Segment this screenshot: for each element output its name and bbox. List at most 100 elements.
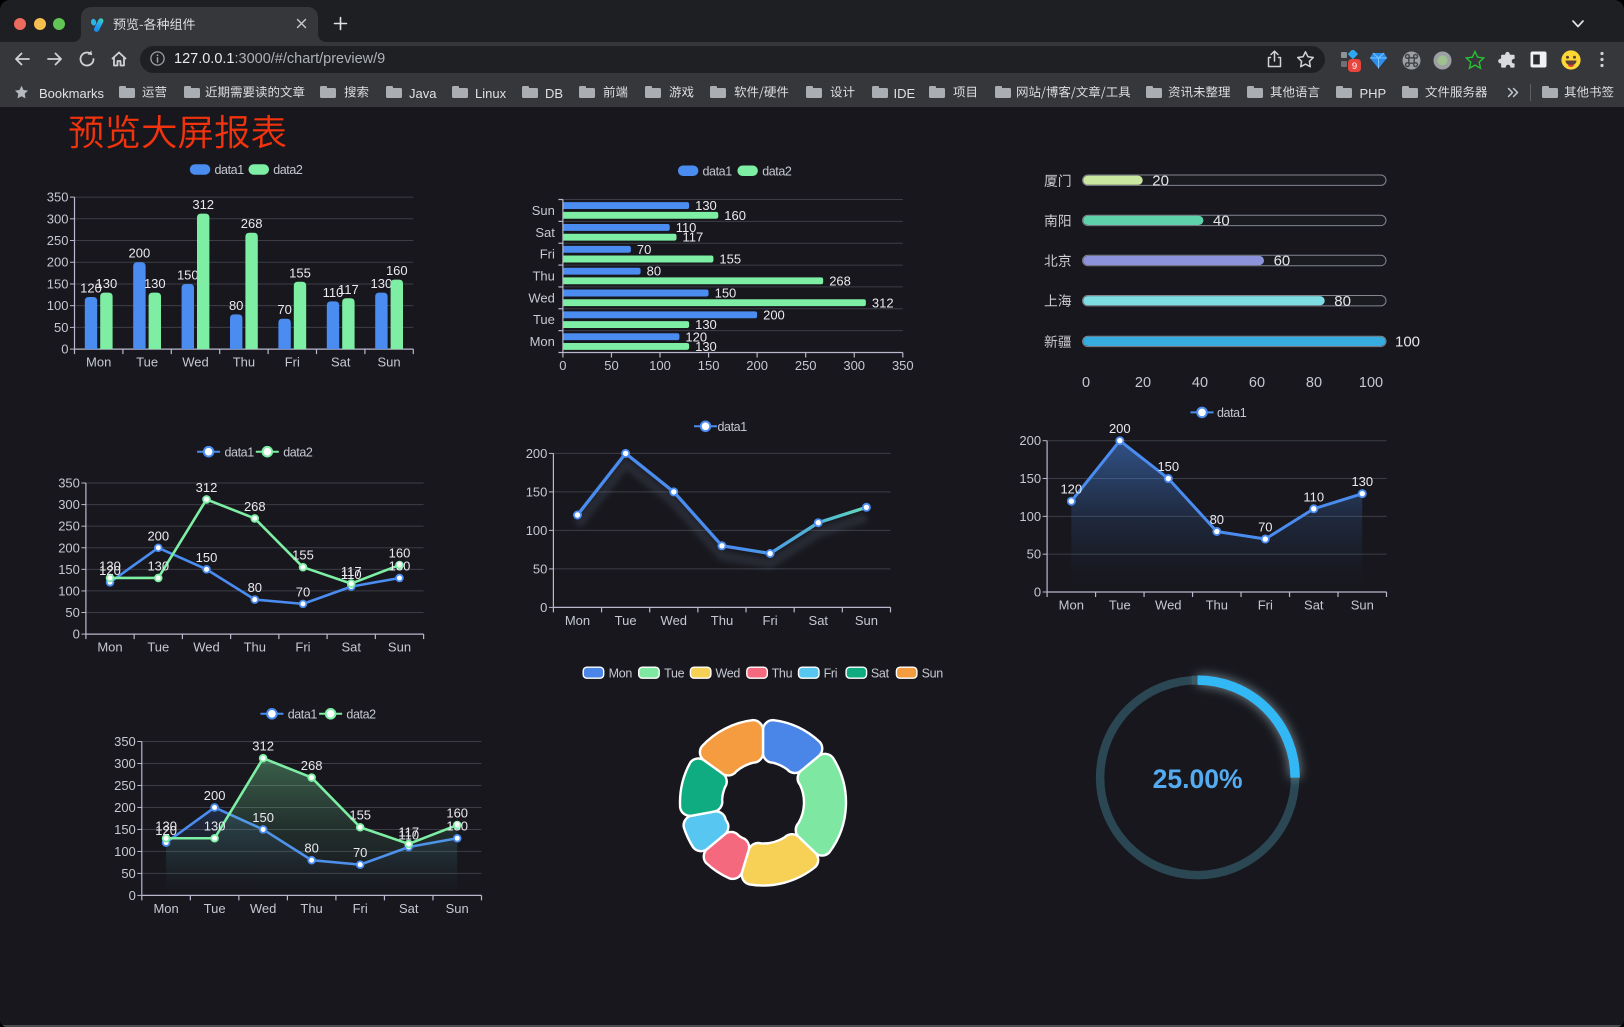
svg-text:Sun: Sun (532, 203, 555, 218)
svg-text:350: 350 (47, 190, 69, 205)
svg-text:160: 160 (386, 263, 408, 278)
svg-text:312: 312 (192, 197, 214, 212)
svg-text:Tue: Tue (615, 613, 637, 628)
svg-text:Thu: Thu (532, 269, 554, 284)
svg-text:250: 250 (58, 519, 80, 534)
svg-text:100: 100 (1395, 334, 1420, 351)
svg-text:250: 250 (114, 778, 136, 793)
svg-text:150: 150 (526, 484, 548, 499)
svg-text:Sat: Sat (535, 225, 555, 240)
svg-text:data1: data1 (225, 445, 255, 459)
svg-text:Fri: Fri (353, 901, 368, 916)
svg-text:300: 300 (114, 756, 136, 771)
svg-text:60: 60 (1249, 375, 1265, 391)
svg-text:200: 200 (746, 358, 768, 373)
svg-text:70: 70 (1258, 520, 1272, 535)
svg-text:Fri: Fri (824, 667, 838, 681)
svg-text:Tue: Tue (136, 355, 158, 370)
svg-text:100: 100 (1019, 509, 1041, 524)
svg-text:40: 40 (1192, 375, 1208, 391)
svg-text:0: 0 (129, 888, 136, 903)
svg-text:Fri: Fri (285, 355, 300, 370)
svg-text:Tue: Tue (1109, 598, 1131, 613)
svg-text:0: 0 (540, 600, 547, 615)
svg-text:Mon: Mon (97, 640, 122, 655)
svg-text:117: 117 (341, 564, 362, 579)
svg-text:130: 130 (695, 317, 717, 332)
svg-text:350: 350 (58, 476, 80, 491)
svg-text:117: 117 (338, 282, 359, 297)
svg-text:200: 200 (129, 246, 151, 261)
svg-text:Mon: Mon (86, 355, 111, 370)
svg-text:200: 200 (763, 307, 785, 322)
svg-text:data1: data1 (1217, 406, 1247, 420)
svg-text:120: 120 (80, 281, 102, 296)
svg-text:150: 150 (252, 810, 274, 825)
svg-text:Tue: Tue (533, 312, 555, 327)
svg-text:350: 350 (114, 734, 136, 749)
svg-text:150: 150 (58, 562, 80, 577)
svg-text:110: 110 (323, 285, 344, 300)
svg-text:250: 250 (47, 233, 69, 248)
svg-text:Fri: Fri (1258, 598, 1273, 613)
svg-text:70: 70 (277, 302, 291, 317)
svg-text:100: 100 (114, 844, 136, 859)
svg-text:Fri: Fri (540, 247, 555, 262)
svg-text:50: 50 (54, 320, 68, 335)
svg-text:200: 200 (114, 800, 136, 815)
svg-text:70: 70 (296, 584, 310, 599)
svg-text:Sun: Sun (855, 613, 878, 628)
svg-text:150: 150 (1157, 459, 1179, 474)
svg-text:Mon: Mon (153, 901, 178, 916)
svg-text:50: 50 (65, 605, 79, 620)
svg-text:Thu: Thu (233, 355, 255, 370)
svg-text:120: 120 (685, 329, 707, 344)
svg-text:Mon: Mon (565, 613, 590, 628)
svg-text:Sat: Sat (1304, 598, 1324, 613)
svg-text:268: 268 (244, 499, 266, 514)
svg-text:130: 130 (99, 559, 121, 574)
svg-text:Wed: Wed (1155, 598, 1182, 613)
svg-text:100: 100 (1359, 375, 1383, 391)
svg-text:100: 100 (526, 523, 548, 538)
svg-text:20: 20 (1135, 375, 1151, 391)
svg-text:120: 120 (155, 823, 177, 838)
svg-text:200: 200 (147, 528, 169, 543)
svg-text:80: 80 (1334, 293, 1351, 310)
svg-text:130: 130 (147, 559, 169, 574)
svg-text:110: 110 (676, 220, 697, 235)
svg-text:130: 130 (371, 276, 393, 291)
svg-text:80: 80 (647, 264, 661, 279)
svg-text:data2: data2 (346, 708, 376, 722)
svg-text:Sun: Sun (378, 355, 401, 370)
svg-text:130: 130 (446, 819, 468, 834)
svg-text:117: 117 (683, 230, 704, 245)
svg-text:50: 50 (1027, 547, 1041, 562)
svg-text:Wed: Wed (250, 901, 277, 916)
svg-text:Sat: Sat (871, 667, 890, 681)
svg-text:data1: data1 (703, 165, 733, 179)
svg-text:200: 200 (58, 540, 80, 555)
svg-text:Tue: Tue (664, 667, 685, 681)
svg-text:300: 300 (843, 358, 865, 373)
svg-text:150: 150 (47, 277, 69, 292)
svg-text:200: 200 (47, 255, 69, 270)
svg-text:25.00%: 25.00% (1153, 764, 1243, 794)
svg-text:130: 130 (695, 339, 717, 354)
svg-text:50: 50 (121, 866, 135, 881)
svg-text:120: 120 (1060, 482, 1082, 497)
svg-text:155: 155 (292, 548, 314, 563)
svg-text:Thu: Thu (1206, 598, 1228, 613)
svg-text:160: 160 (724, 208, 746, 223)
svg-text:Sun: Sun (1351, 598, 1374, 613)
svg-text:0: 0 (1082, 375, 1090, 391)
svg-text:200: 200 (204, 788, 226, 803)
svg-text:Thu: Thu (300, 901, 322, 916)
svg-text:130: 130 (695, 198, 717, 213)
svg-text:data2: data2 (273, 163, 303, 177)
svg-text:Thu: Thu (711, 613, 733, 628)
svg-text:Sun: Sun (388, 640, 411, 655)
svg-text:150: 150 (1019, 471, 1041, 486)
svg-text:150: 150 (177, 268, 199, 283)
svg-text:Tue: Tue (204, 901, 226, 916)
